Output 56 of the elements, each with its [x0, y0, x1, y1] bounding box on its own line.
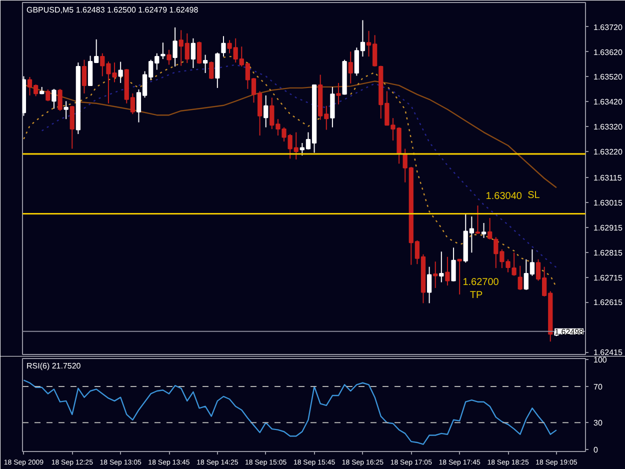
line-series	[23, 380, 558, 445]
candlestick	[82, 59, 87, 94]
annotation: TP	[470, 290, 483, 301]
y-tick-label: 1.62815	[594, 248, 623, 258]
candlestick	[172, 26, 178, 68]
candlestick	[488, 217, 492, 240]
candlestick	[52, 88, 56, 110]
chart-title: RSI(6) 21.7520	[26, 362, 82, 370]
candlestick	[433, 261, 438, 288]
y-tick-label: 1.62715	[594, 273, 623, 282]
candlestick	[118, 61, 123, 84]
y-tick-label: 1.62615	[594, 298, 623, 308]
y-tick-label: 1.63115	[594, 174, 622, 183]
candlestick	[451, 247, 456, 282]
y-tick-label: 0	[594, 446, 598, 455]
chart-title: GBPUSD,M5 1.62483 1.62500 1.62479 1.62498	[26, 6, 199, 14]
candlestick	[330, 86, 335, 128]
candlestick	[221, 36, 226, 58]
candlestick	[46, 88, 50, 102]
candlestick	[348, 51, 353, 84]
line-series	[41, 64, 558, 268]
candlestick	[166, 49, 172, 66]
ref-line-label: 1.62498	[554, 327, 584, 336]
annotation: SL	[528, 190, 540, 201]
annotation: 1.62700	[462, 276, 500, 288]
y-tick-label: 1.63320	[594, 122, 623, 132]
candlestick	[518, 265, 522, 290]
y-tick-label: 1.63720	[594, 22, 623, 32]
candlestick	[196, 41, 202, 64]
annotation: 1.63040	[486, 190, 522, 202]
y-tick-label: 1.62415	[594, 348, 623, 358]
candlestick	[426, 266, 432, 304]
candlestick	[190, 38, 196, 69]
y-tick-label: 30	[594, 418, 603, 428]
candlestick	[512, 252, 516, 276]
candlestick	[264, 94, 268, 128]
candlestick	[58, 88, 62, 112]
y-tick-label: 1.63420	[594, 98, 623, 107]
y-tick-label: 1.63015	[594, 198, 623, 208]
y-tick-label: 1.63620	[594, 48, 623, 57]
candlestick	[336, 82, 341, 105]
candlestick	[160, 42, 166, 60]
y-tick-label: 70	[594, 382, 603, 392]
candlestick	[64, 100, 68, 120]
candlestick	[203, 54, 208, 74]
y-tick-label: 1.63520	[594, 72, 623, 82]
candlestick	[70, 105, 74, 150]
candlestick	[457, 258, 462, 295]
candlestick	[481, 222, 486, 238]
y-tick-label: 1.62915	[594, 223, 623, 232]
candlestick	[445, 256, 450, 286]
y-tick-label: 100	[594, 356, 608, 364]
candlestick	[439, 251, 444, 283]
y-tick-label: 1.63220	[594, 147, 623, 156]
candlestick	[209, 61, 214, 80]
candlestick	[475, 205, 480, 234]
